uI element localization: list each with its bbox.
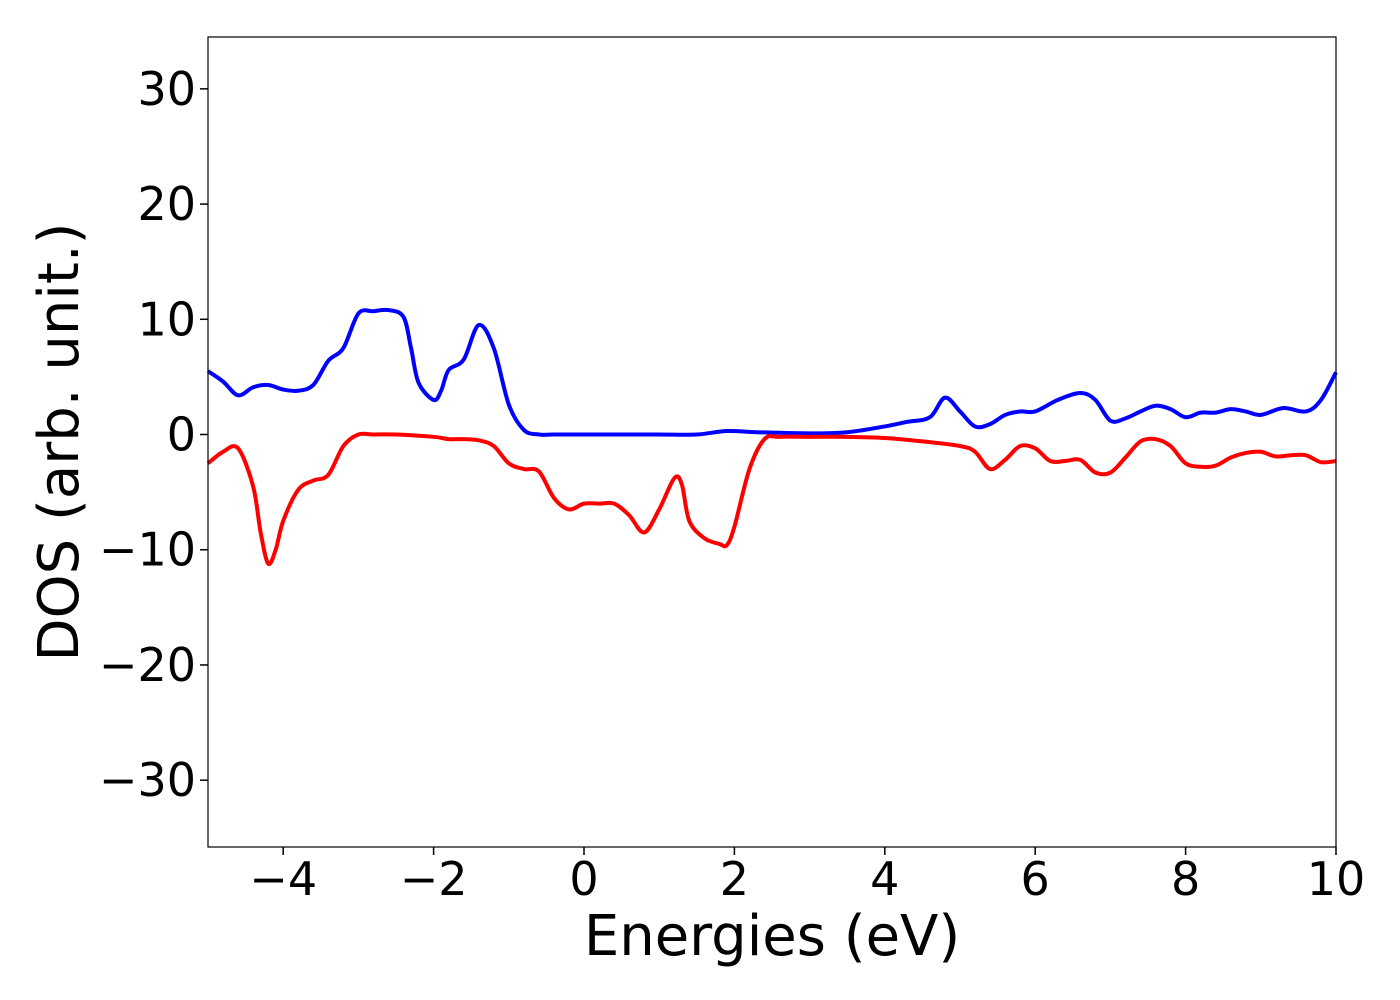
y-tick-label: 0: [167, 408, 196, 462]
x-tick-label: 8: [1171, 852, 1200, 906]
x-tick-label: −2: [400, 852, 468, 906]
y-tick-label: −30: [99, 753, 196, 807]
x-tick-label: 6: [1021, 852, 1050, 906]
y-tick-label: 20: [137, 177, 196, 231]
x-axis-ticks: −4 −2 0 2 4 6 8 10: [249, 847, 1365, 906]
series-line-spin-up: [206, 307, 1338, 437]
series-line-spin-down: [206, 431, 1337, 567]
y-axis-ticks: 30 20 10 0 −10 −20 −30: [99, 62, 208, 807]
y-axis-label: DOS (arb. unit.): [27, 222, 92, 661]
y-tick-label: 30: [137, 62, 196, 116]
x-tick-label: −4: [249, 852, 317, 906]
x-tick-label: 4: [870, 852, 899, 906]
x-tick-label: 0: [569, 852, 598, 906]
x-axis-label: Energies (eV): [584, 904, 960, 969]
series-layer: [206, 307, 1338, 567]
y-tick-label: −10: [99, 523, 196, 577]
x-tick-label: 10: [1307, 852, 1366, 906]
x-tick-label: 2: [720, 852, 749, 906]
plot-frame: [207, 36, 1337, 848]
y-tick-label: −20: [99, 638, 196, 692]
plot-background: [208, 37, 1336, 847]
y-tick-label: 10: [137, 292, 196, 346]
